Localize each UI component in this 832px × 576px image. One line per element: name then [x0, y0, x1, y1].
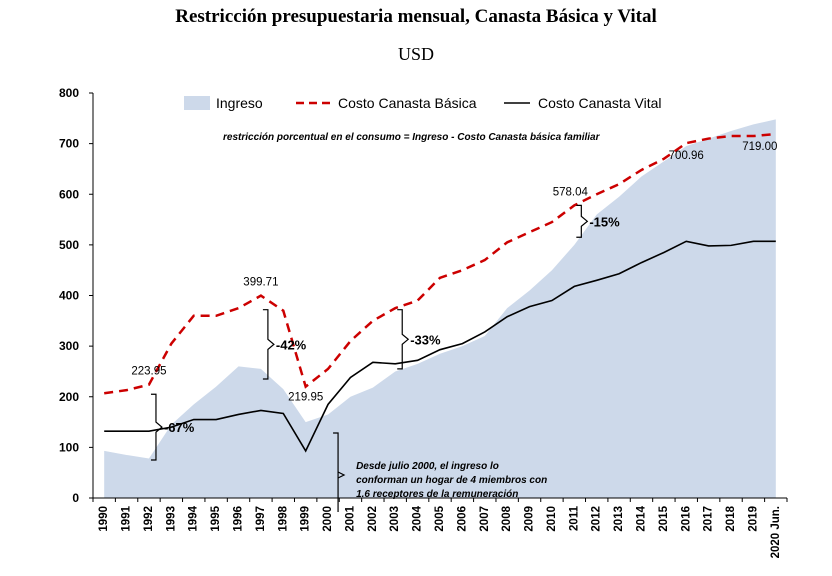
x-tick-label: 1995	[210, 505, 222, 531]
x-tick-label: 2014	[635, 505, 647, 531]
gap-label: -33%	[410, 332, 441, 347]
x-tick-label: 2016	[680, 506, 692, 532]
x-tick-label: 2019	[747, 506, 759, 532]
x-tick-label: 2007	[479, 506, 491, 532]
x-tick-label: 2002	[367, 506, 379, 532]
series-area-ingreso	[104, 119, 776, 498]
x-tick-label: 2010	[546, 506, 558, 532]
legend-label-costo-canasta-vital: Costo Canasta Vital	[538, 95, 661, 111]
x-tick-label: 1996	[233, 506, 245, 532]
x-tick-label: 1999	[300, 506, 312, 532]
data-label: 719.00	[742, 141, 777, 153]
x-tick-label: 2001	[344, 505, 356, 531]
x-tick-label: 2011	[568, 505, 580, 531]
x-tick-label: 1990	[98, 506, 110, 532]
x-tick-label: 1991	[121, 505, 133, 531]
y-tick-label: 600	[59, 187, 79, 201]
chart-title: Restricción presupuestaria mensual, Cana…	[175, 6, 657, 27]
gap-bracket	[150, 393, 163, 461]
gap-bracket	[397, 309, 410, 370]
y-tick-label: 0	[72, 491, 79, 505]
x-tick-label: 2000	[322, 506, 334, 532]
x-tick-label: 1993	[165, 506, 177, 532]
x-tick-label: 1998	[277, 505, 289, 531]
data-label: 223.95	[131, 366, 166, 378]
series-line-costo-canasta-basica	[104, 132, 776, 395]
gap-bracket	[576, 204, 589, 238]
y-tick-label: 500	[59, 238, 79, 252]
gap-label: -67%	[164, 420, 195, 435]
gap-label: -42%	[276, 337, 307, 352]
x-tick-label: 2009	[524, 506, 536, 532]
x-tick-label: 2008	[501, 505, 513, 531]
legend-swatch-ingreso	[184, 96, 210, 110]
formula-note: restricción porcentual en el consumo = I…	[223, 132, 601, 143]
y-tick-label: 800	[59, 86, 79, 100]
x-tick-label: 2013	[613, 506, 625, 532]
series-line-costo-canasta-vital	[104, 240, 776, 453]
footnote-line: 1.6 receptores de la remuneración	[356, 489, 518, 500]
y-tick-label: 300	[59, 339, 79, 353]
x-tick-label: 2012	[591, 506, 603, 532]
data-label: 399.71	[243, 277, 278, 289]
x-tick-label: 1997	[255, 506, 267, 532]
x-tick-label: 2004	[412, 505, 424, 531]
y-tick-label: 700	[59, 137, 79, 151]
data-label: 578.04	[553, 186, 589, 198]
gap-bracket	[262, 309, 275, 380]
x-tick-label: 2005	[434, 505, 446, 531]
footnote-bracket	[333, 432, 339, 512]
x-tick-label: 2020 Jun.	[770, 506, 782, 558]
gap-label: -15%	[589, 214, 620, 229]
x-tick-label: 2018	[725, 505, 737, 531]
chart-subtitle: USD	[397, 44, 434, 64]
footnote-bracket-tip	[337, 471, 346, 479]
footnote-line: Desde julio 2000, el ingreso lo	[356, 461, 499, 472]
data-label: 700.96	[669, 150, 704, 162]
legend-label-costo-canasta-basica: Costo Canasta Básica	[338, 95, 477, 111]
x-tick-label: 1994	[188, 505, 200, 531]
x-tick-label: 2017	[703, 506, 715, 532]
footnote-line: conforman un hogar de 4 miembros con	[356, 475, 547, 486]
legend-label-ingreso: Ingreso	[216, 95, 263, 111]
data-label: 219.95	[288, 392, 323, 404]
x-tick-label: 2015	[658, 505, 670, 531]
x-tick-label: 1992	[143, 506, 155, 532]
x-tick-label: 2003	[389, 506, 401, 532]
y-tick-label: 100	[59, 440, 79, 454]
y-tick-label: 200	[59, 390, 79, 404]
x-tick-label: 2006	[456, 506, 468, 532]
y-tick-label: 400	[59, 289, 79, 303]
